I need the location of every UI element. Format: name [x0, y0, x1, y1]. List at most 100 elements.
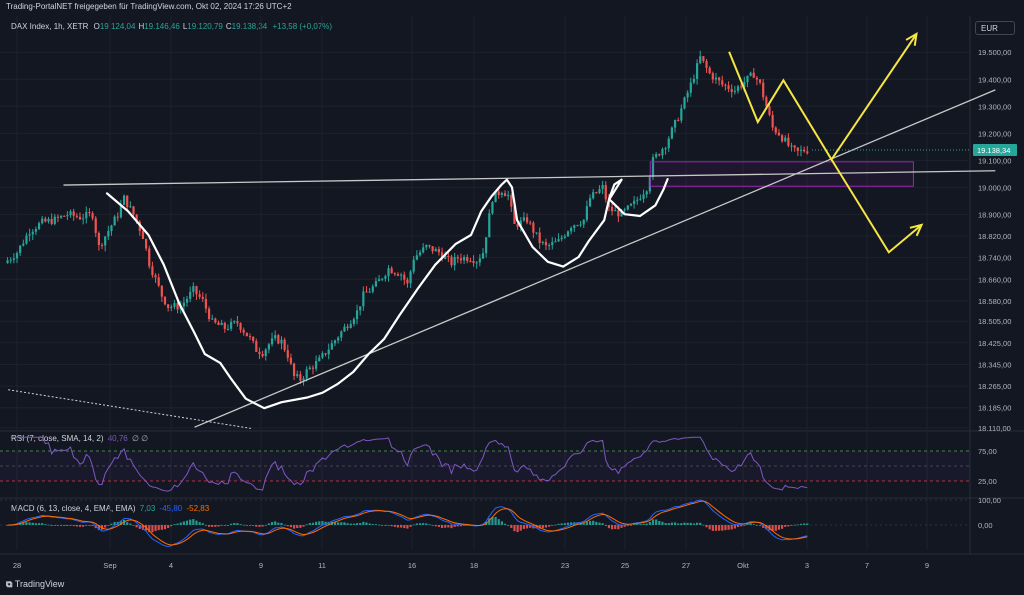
macd-histogram-bar	[406, 525, 409, 529]
candle-body	[126, 195, 129, 208]
macd-histogram-bar	[453, 525, 456, 527]
macd-histogram-bar	[614, 525, 617, 530]
tradingview-wordmark: TradingView	[14, 579, 65, 589]
candle-body	[226, 328, 230, 330]
candle-body	[28, 234, 31, 236]
currency-button[interactable]: EUR	[975, 21, 1015, 35]
macd-histogram-bar	[78, 525, 82, 527]
rsi-y-tick-label: 25,00	[978, 477, 997, 486]
macd-histogram-bar	[6, 525, 9, 526]
candle-body	[702, 56, 705, 61]
macd-histogram-bar	[730, 525, 733, 530]
candle-body	[466, 256, 469, 261]
candle-body	[88, 211, 91, 214]
macd-histogram-bar	[803, 523, 806, 525]
currency-label: EUR	[981, 24, 998, 33]
macd-histogram-bar	[201, 523, 204, 525]
macd-histogram-bar	[601, 523, 604, 525]
candle-body	[478, 258, 481, 263]
macd-histogram-bar	[689, 522, 692, 525]
candle-body	[626, 205, 629, 210]
macd-histogram-bar	[541, 525, 544, 529]
candle-body	[116, 216, 119, 218]
candle-body	[765, 97, 768, 107]
macd-histogram-bar	[223, 525, 226, 526]
candle-body	[349, 323, 352, 328]
candle-body	[566, 231, 570, 237]
macd-histogram-bar	[456, 525, 459, 527]
candle-body	[601, 185, 604, 189]
rsi-title[interactable]: RSI (7, close, SMA, 14, 2)	[11, 434, 104, 443]
candle-body	[9, 259, 12, 261]
candle-body	[532, 222, 535, 233]
macd-histogram-bar	[538, 525, 541, 529]
x-tick-label: 23	[561, 561, 569, 570]
macd-histogram-bar	[522, 525, 526, 529]
macd-histogram-bar	[667, 523, 670, 525]
candle-body	[34, 229, 38, 232]
macd-histogram-bar	[85, 525, 88, 526]
macd-histogram-bar	[239, 524, 242, 525]
candle-body	[617, 210, 620, 217]
macd-histogram-bar	[415, 523, 418, 525]
macd-histogram-bar	[195, 520, 198, 525]
candle-body	[718, 77, 721, 81]
macd-histogram-bar	[648, 521, 651, 525]
macd-histogram-bar	[658, 520, 661, 525]
candle-body	[462, 256, 466, 261]
candle-body	[491, 202, 494, 214]
candle-body	[655, 154, 658, 158]
macd-histogram-bar	[91, 525, 94, 527]
macd-histogram-bar	[25, 522, 28, 525]
candle-body	[727, 85, 730, 90]
macd-histogram-bar	[28, 522, 31, 525]
candle-body	[201, 296, 204, 299]
candle-body	[793, 145, 796, 148]
macd-histogram-bar	[258, 525, 261, 527]
candle-body	[503, 193, 507, 197]
candle-body	[381, 278, 384, 280]
macd-histogram-bar	[296, 525, 299, 529]
candle-body	[525, 217, 529, 223]
macd-histogram-bar	[447, 525, 450, 528]
macd-histogram-bar	[192, 519, 195, 525]
candle-body	[163, 296, 167, 305]
candle-body	[475, 262, 478, 264]
macd-histogram-bar	[500, 521, 503, 525]
macd-histogram-bar	[525, 525, 529, 529]
macd-histogram-bar	[337, 522, 340, 525]
macd-histogram-bar	[387, 525, 390, 526]
candle-body	[19, 245, 22, 253]
tradingview-logo[interactable]: ⧉ TradingView	[6, 579, 64, 590]
macd-histogram-bar	[343, 522, 346, 525]
candle-body	[289, 357, 293, 364]
macd-histogram-bar	[806, 523, 809, 525]
macd-histogram-bar	[267, 523, 270, 525]
candle-body	[755, 77, 759, 80]
macd-histogram-bar	[37, 523, 41, 525]
candle-body	[41, 218, 44, 224]
candle-body	[507, 194, 510, 197]
candle-body	[774, 127, 777, 133]
x-tick-label: 3	[805, 561, 809, 570]
candle-body	[104, 236, 107, 246]
macd-histogram-bar	[661, 521, 664, 525]
macd-histogram-bar	[359, 523, 362, 525]
y-tick-label: 19.500,00	[978, 48, 1011, 57]
macd-histogram-bar	[185, 520, 189, 525]
candle-body	[47, 218, 50, 222]
y-tick-label: 19.100,00	[978, 156, 1011, 165]
symbol-label[interactable]: DAX Index, 1h, XETR	[11, 22, 89, 31]
ohlc-key-h: H	[138, 22, 145, 31]
candle-body	[699, 56, 702, 64]
candle-body	[258, 351, 261, 354]
macd-title[interactable]: MACD (6, 13, close, 4, EMA, EMA)	[11, 504, 136, 513]
macd-histogram-bar	[777, 525, 781, 530]
candle-body	[595, 192, 598, 194]
candle-body	[746, 75, 749, 83]
candle-body	[59, 215, 63, 218]
macd-histogram-bar	[333, 521, 337, 525]
macd-histogram-bar	[749, 523, 752, 525]
candle-body	[22, 243, 25, 246]
